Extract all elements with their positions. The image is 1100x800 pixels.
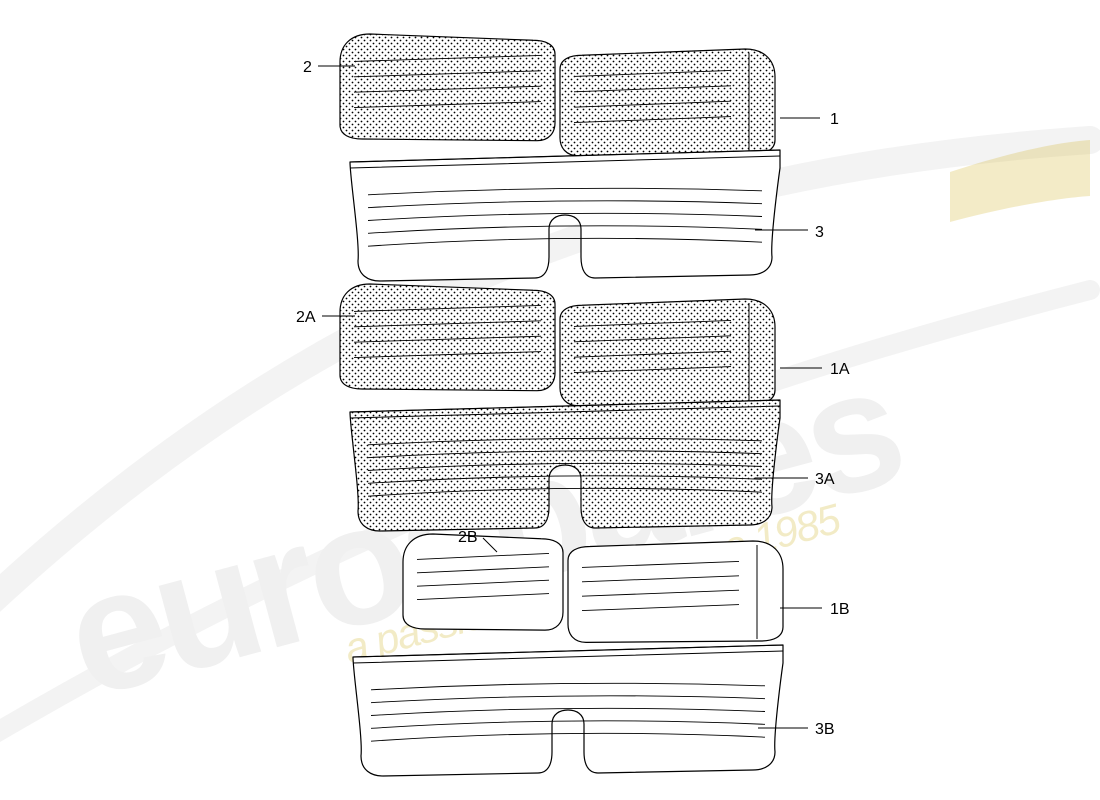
- bench-outline-g3: [353, 645, 783, 776]
- backrest-left-outline-g2: [340, 284, 555, 391]
- bench-outline-g1: [350, 150, 780, 281]
- backrest-right-g3: [568, 541, 783, 642]
- callout-3: 3: [815, 225, 824, 241]
- callout-3A: 3A: [815, 472, 835, 488]
- backrest-right-g2: [560, 299, 775, 406]
- backrest-right-outline-g2: [560, 299, 775, 406]
- backrest-left-g2: [340, 284, 555, 391]
- diagram-canvas: { "canvas": { "width": 1100, "height": 8…: [0, 0, 1100, 800]
- backrest-right-g1: [560, 49, 775, 156]
- backrest-left-outline-g3: [403, 534, 563, 630]
- backrest-right-outline-g3: [568, 541, 783, 642]
- callout-2B: 2B: [458, 530, 478, 546]
- bench-seat-g2: [350, 400, 780, 531]
- backrest-left-g1: [340, 34, 555, 141]
- callout-1: 1: [830, 112, 839, 128]
- bench-outline-g2: [350, 400, 780, 531]
- backrest-right-outline-g1: [560, 49, 775, 156]
- backrest-left-outline-g1: [340, 34, 555, 141]
- bench-seat-g3: [353, 645, 783, 776]
- callout-2A: 2A: [296, 310, 316, 326]
- backrest-left-g3: [403, 534, 563, 630]
- seats-layer: [340, 34, 783, 776]
- callout-1A: 1A: [830, 362, 850, 378]
- callout-3B: 3B: [815, 722, 835, 738]
- callout-1B: 1B: [830, 602, 850, 618]
- bench-seat-g1: [350, 150, 780, 281]
- parts-diagram-svg: [0, 0, 1100, 800]
- callout-2: 2: [303, 60, 312, 76]
